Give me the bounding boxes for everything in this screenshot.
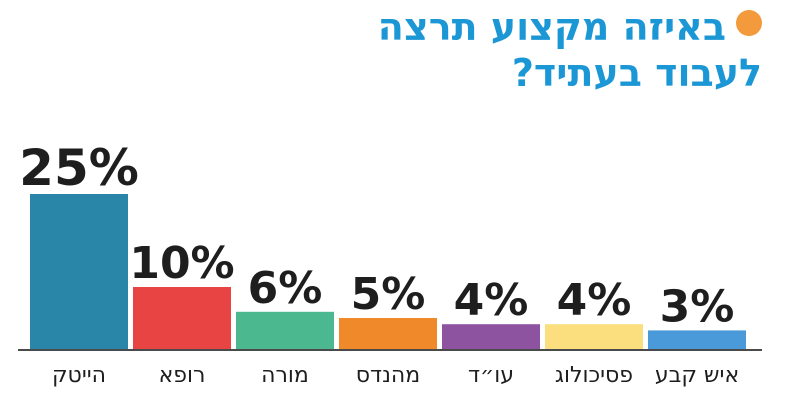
- bar-3: [339, 318, 437, 349]
- value-label-3: 5%: [351, 269, 426, 320]
- category-label-5: פסיכולוג: [555, 363, 633, 388]
- value-label-6: 3%: [660, 281, 735, 332]
- category-label-2: מורה: [261, 363, 309, 388]
- title-line-1: באיזה מקצוע תרצה: [242, 4, 762, 50]
- bar-0: [30, 194, 128, 349]
- category-label-6: איש קבע: [655, 363, 739, 388]
- value-label-0: 25%: [19, 139, 139, 197]
- title-line-1-text: באיזה מקצוע תרצה: [377, 5, 726, 49]
- category-label-3: מהנדס: [356, 363, 420, 388]
- title-line-2: לעבוד בעתיד?: [511, 51, 762, 95]
- value-label-4: 4%: [454, 275, 529, 326]
- bar-5: [545, 324, 643, 349]
- value-label-2: 6%: [248, 263, 323, 314]
- accent-dot-icon: [736, 10, 762, 36]
- value-label-1: 10%: [129, 238, 234, 289]
- category-label-1: רופא: [159, 363, 206, 388]
- bar-4: [442, 324, 540, 349]
- bar-2: [236, 311, 334, 349]
- chart-title: באיזה מקצוע תרצה לעבוד בעתיד?: [242, 4, 762, 96]
- value-label-5: 4%: [557, 275, 632, 326]
- bar-1: [133, 287, 231, 349]
- category-label-4: עו״ד: [468, 363, 514, 388]
- bar-6: [648, 330, 746, 349]
- category-label-0: הייטק: [52, 363, 106, 388]
